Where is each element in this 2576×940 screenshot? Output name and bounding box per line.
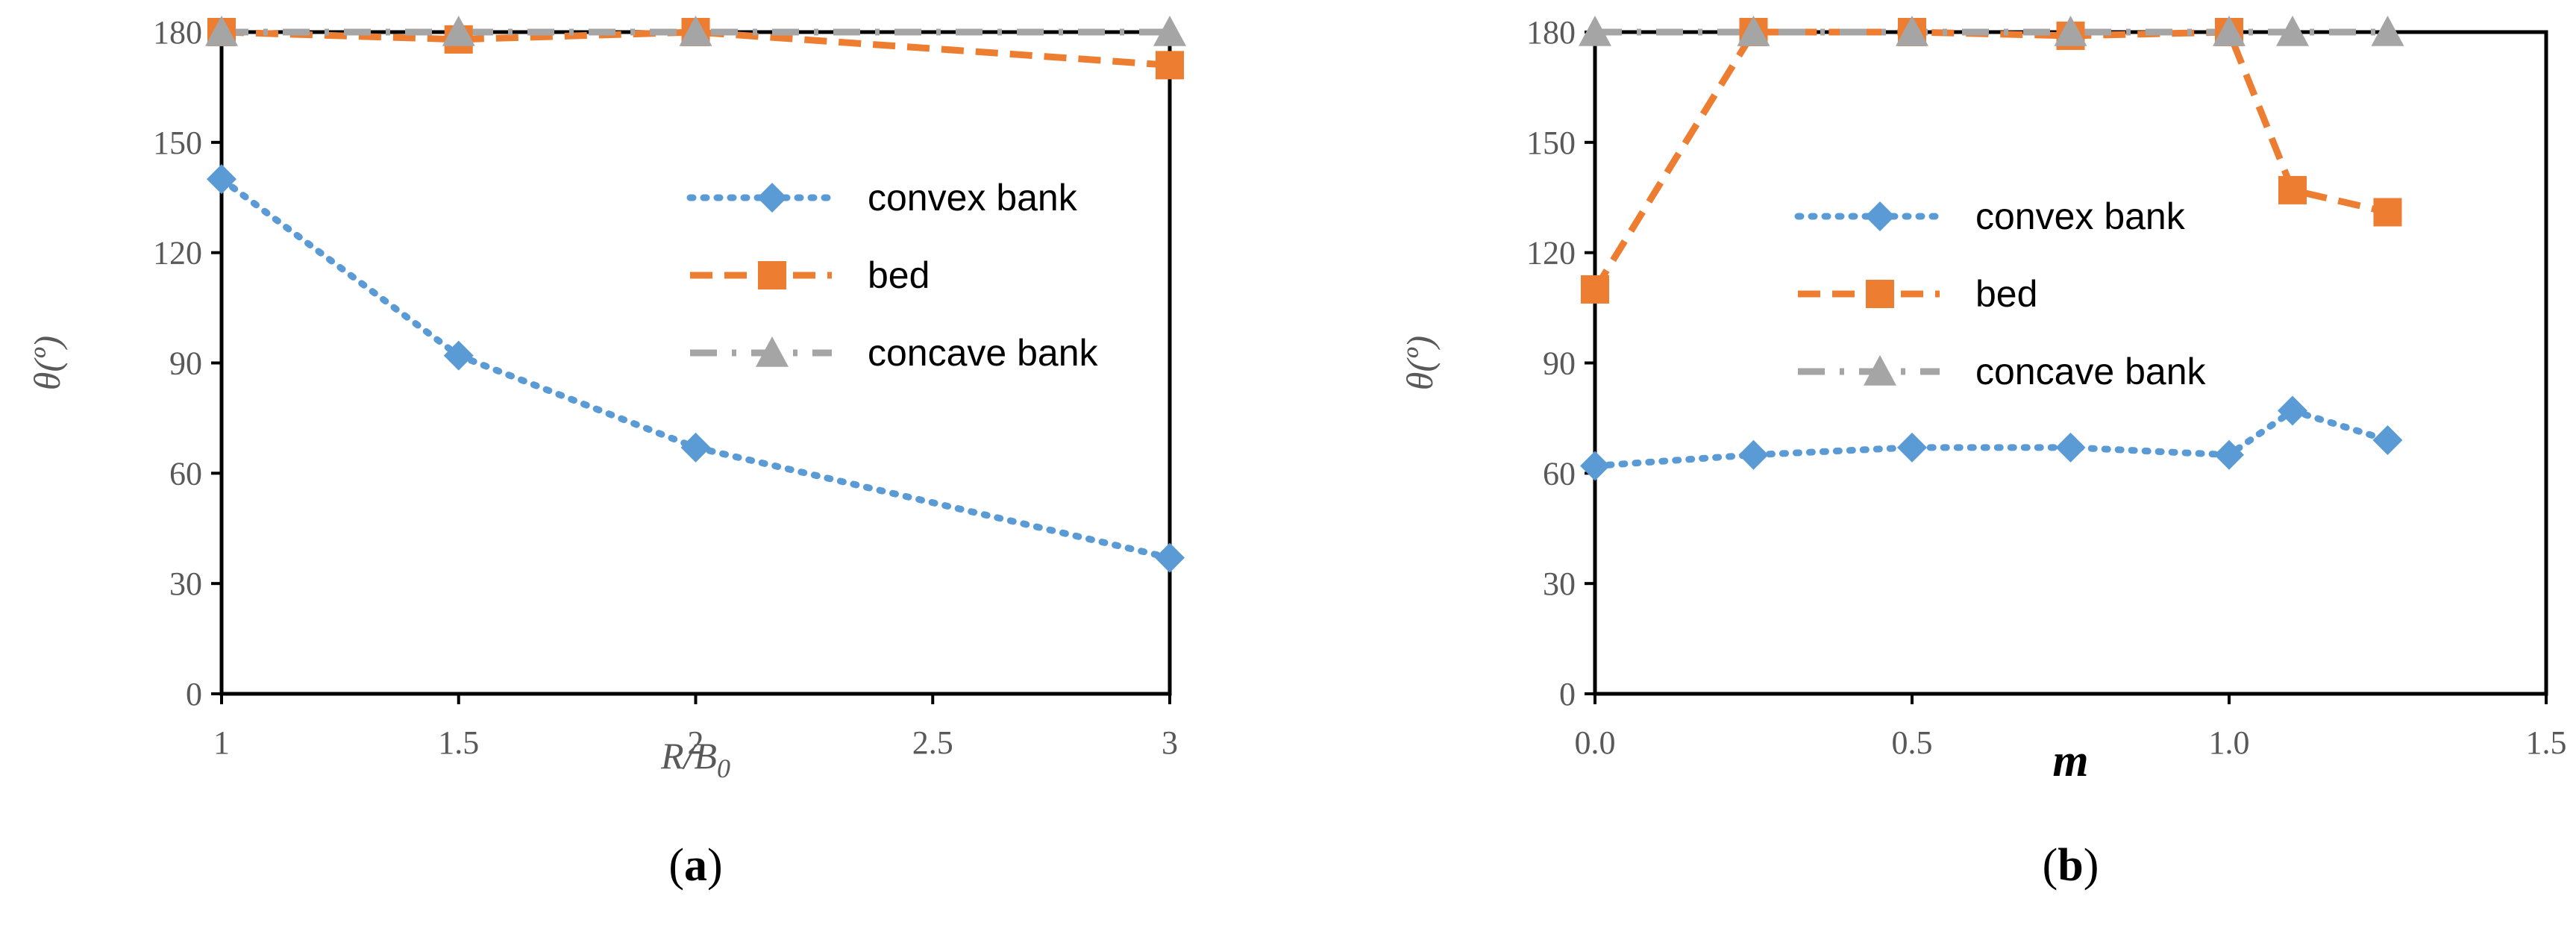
y-tick-label: 0 xyxy=(1559,676,1576,712)
y-tick-label: 90 xyxy=(169,345,202,382)
x-tick-label: 3 xyxy=(1162,724,1178,761)
data-point-convex-bank xyxy=(443,340,474,371)
y-tick-label: 180 xyxy=(153,14,202,51)
data-point-convex-bank xyxy=(2372,424,2403,455)
x-axis-title: R/B0 xyxy=(660,735,730,783)
x-tick-label: 2.5 xyxy=(912,724,953,761)
x-tick-label: 2 xyxy=(688,724,704,761)
legend-marker xyxy=(1866,280,1894,308)
data-point-concave-bank xyxy=(442,16,475,46)
data-point-bed xyxy=(1156,51,1184,80)
y-axis-title: θ(º) xyxy=(26,336,68,390)
x-axis-title: m xyxy=(2052,736,2088,786)
data-point-convex-bank xyxy=(2055,432,2086,463)
data-point-convex-bank xyxy=(1738,439,1769,470)
x-axis-title-subscript: 0 xyxy=(717,753,730,783)
panel-label-open: ( xyxy=(2043,840,2058,891)
data-point-concave-bank xyxy=(1737,16,1770,46)
legend-marker xyxy=(756,336,789,367)
legend-label: concave bank xyxy=(1975,351,2207,392)
data-point-concave-bank xyxy=(205,16,238,46)
legend-label: bed xyxy=(1975,273,2037,315)
panel-label-close: ) xyxy=(707,840,723,891)
x-axis-title-main: R/B xyxy=(660,735,717,777)
series-line-bed xyxy=(1592,28,2389,292)
series-line-bed xyxy=(221,28,1171,69)
y-tick-label: 120 xyxy=(1526,235,1576,272)
y-tick-label: 60 xyxy=(1543,455,1576,492)
data-point-bed xyxy=(1581,275,1609,304)
data-point-concave-bank xyxy=(2276,16,2309,46)
legend-marker xyxy=(1864,355,1896,386)
legend-label: concave bank xyxy=(868,332,1099,374)
legend-marker xyxy=(1865,201,1895,231)
legend-marker xyxy=(758,261,786,289)
legend-label: bed xyxy=(868,254,930,296)
y-tick-label: 150 xyxy=(153,125,202,161)
y-tick-label: 60 xyxy=(169,455,202,492)
x-tick-label: 0.5 xyxy=(1892,724,1933,761)
panel-label: (a) xyxy=(668,840,722,891)
chart-panel-b: 0 30 60 90 120 150 180 0.0 0.5 1.0 1.5 convex bank b… xyxy=(1399,14,2567,891)
data-point-convex-bank xyxy=(1897,432,1927,463)
data-point-convex-bank xyxy=(1155,542,1185,573)
y-tick-label: 0 xyxy=(186,676,202,712)
data-point-convex-bank xyxy=(2278,395,2307,426)
x-tick-label: 1.5 xyxy=(2526,724,2567,761)
panel-label-close: ) xyxy=(2084,840,2099,891)
data-point-bed xyxy=(2278,175,2307,204)
data-point-concave-bank xyxy=(2054,16,2087,46)
legend-marker xyxy=(757,183,787,213)
x-tick-label: 0.0 xyxy=(1575,724,1616,761)
panel-label-letter: a xyxy=(684,840,707,891)
panel-label: (b) xyxy=(2043,840,2099,891)
x-tick-label: 1.5 xyxy=(438,724,479,761)
y-tick-label: 30 xyxy=(169,565,202,602)
data-point-convex-bank xyxy=(207,164,236,195)
data-point-convex-bank xyxy=(2214,439,2244,470)
data-point-concave-bank xyxy=(679,16,712,46)
x-tick-label: 1.0 xyxy=(2209,724,2250,761)
y-tick-label: 120 xyxy=(153,235,202,272)
legend-label: convex bank xyxy=(868,177,1078,219)
y-tick-label: 180 xyxy=(1526,14,1576,51)
x-axis-title-main: m xyxy=(2052,736,2088,786)
y-axis-title: θ(º) xyxy=(1399,336,1441,390)
series-line-convex-bank xyxy=(1591,407,2391,469)
legend-label: convex bank xyxy=(1975,195,2186,237)
y-tick-label: 30 xyxy=(1543,565,1576,602)
y-tick-label: 90 xyxy=(1543,345,1576,382)
series-line-convex-bank xyxy=(218,175,1173,562)
chart-panel-a: 0 30 60 90 120 150 180 1 1.5 2 2.5 3 convex bank bed c… xyxy=(26,14,1186,891)
data-point-concave-bank xyxy=(2371,16,2404,46)
data-point-convex-bank xyxy=(1580,451,1610,481)
panel-label-open: ( xyxy=(668,840,684,891)
y-tick-label: 150 xyxy=(1526,125,1576,161)
data-point-convex-bank xyxy=(680,432,711,463)
data-point-concave-bank xyxy=(1153,16,1186,46)
data-point-concave-bank xyxy=(2213,16,2246,46)
data-point-concave-bank xyxy=(1579,16,1611,46)
x-tick-label: 1 xyxy=(213,724,230,761)
data-point-bed xyxy=(2373,198,2402,227)
panel-label-letter: b xyxy=(2058,840,2083,891)
data-point-concave-bank xyxy=(1896,16,1928,46)
